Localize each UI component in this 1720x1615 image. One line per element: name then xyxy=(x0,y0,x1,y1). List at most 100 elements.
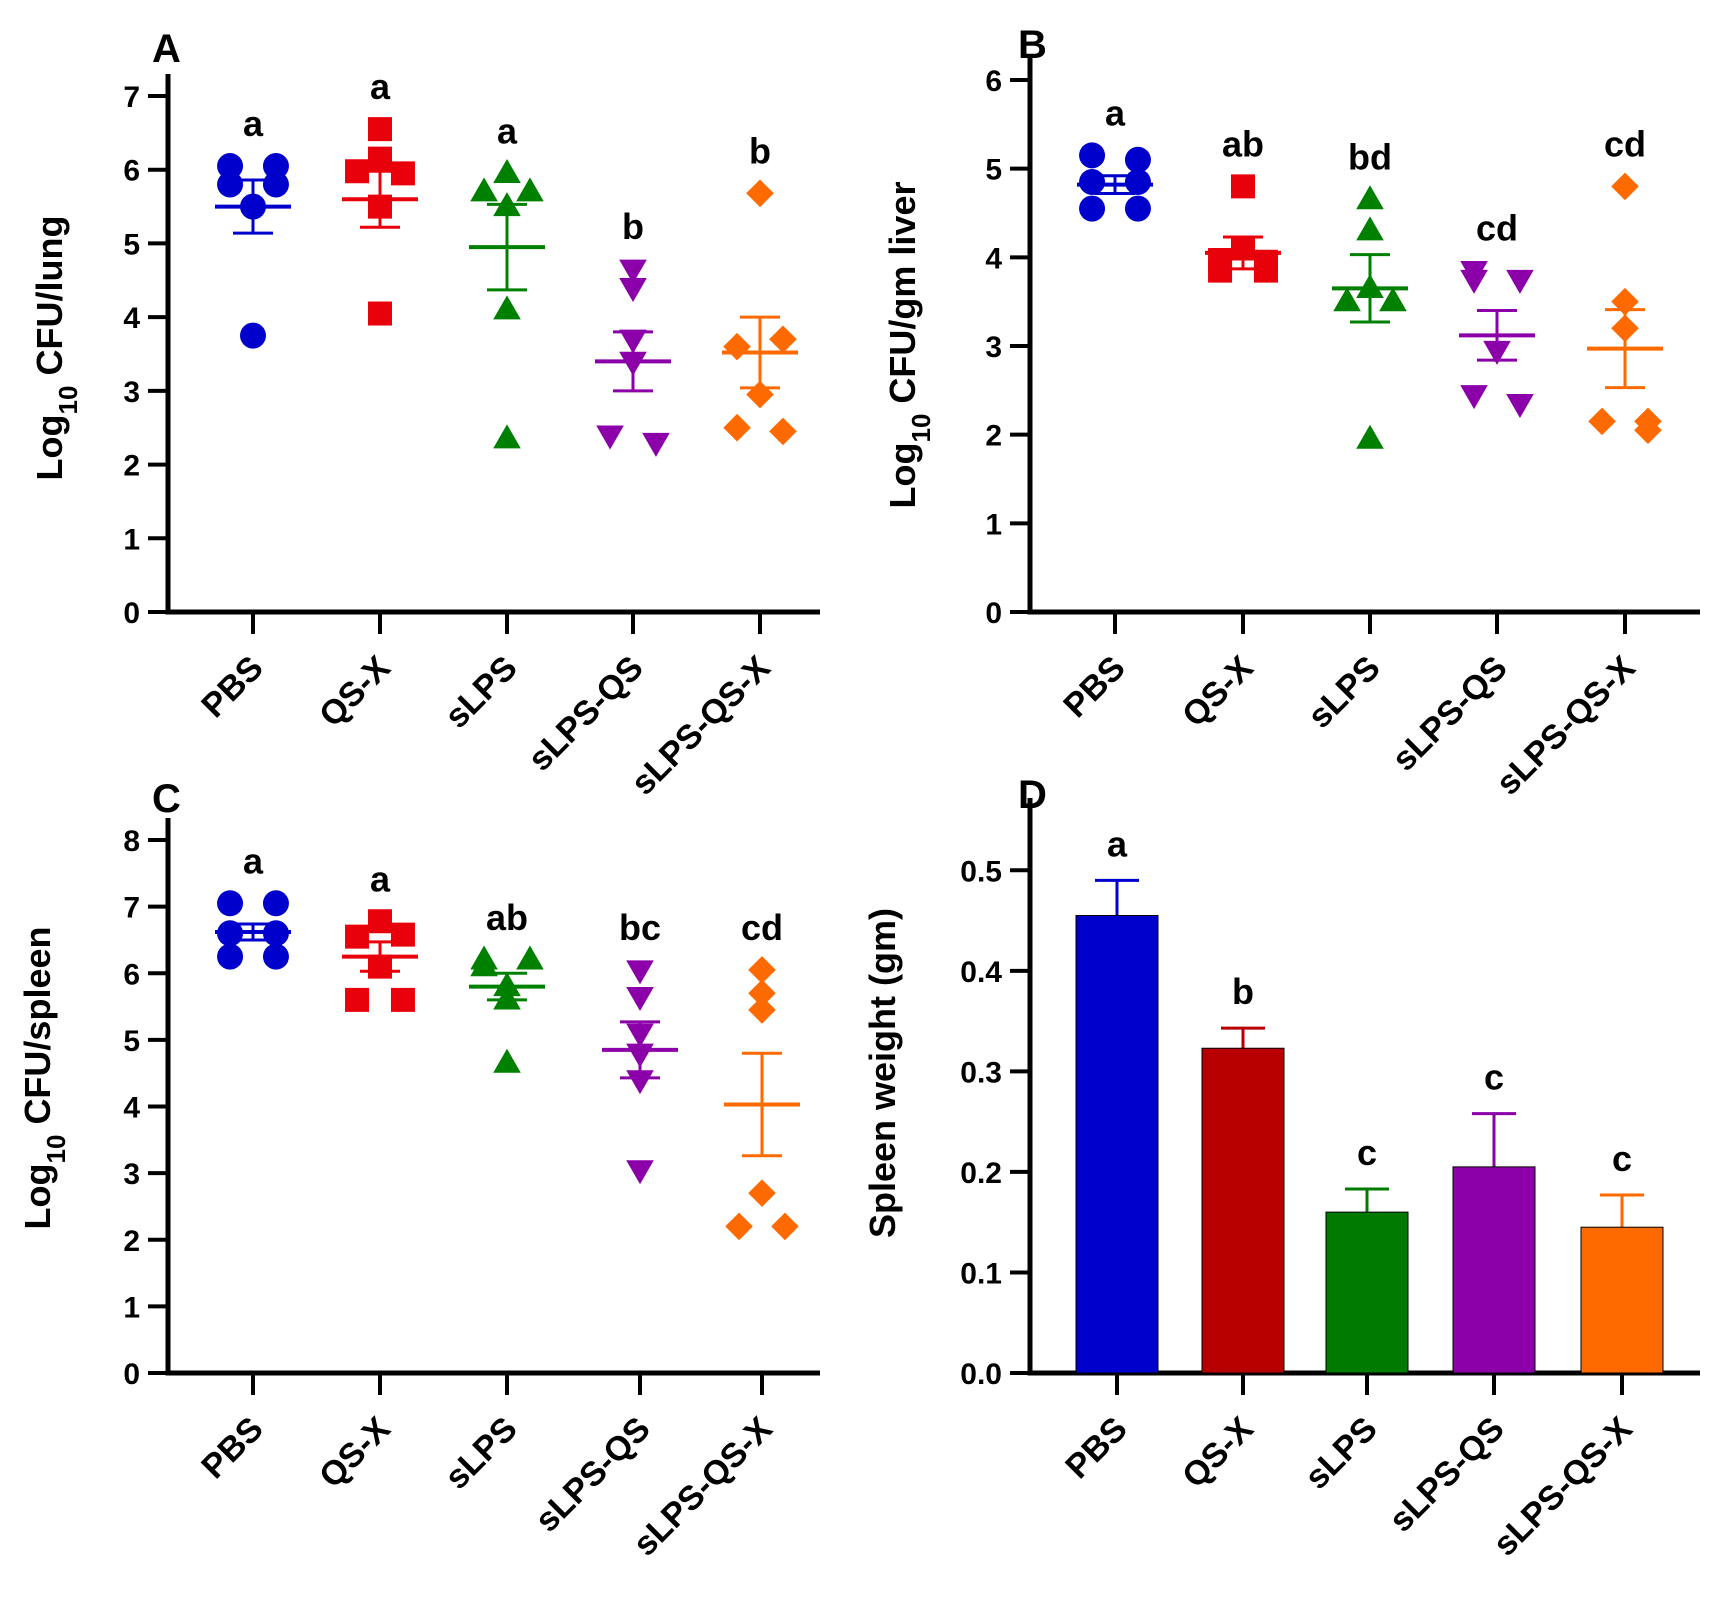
bar-qs-x xyxy=(1201,1047,1285,1374)
x-category-label: QS-X xyxy=(312,649,398,735)
y-tick-label: 6 xyxy=(123,958,140,991)
data-point xyxy=(368,909,392,934)
y-tick-label: 0.3 xyxy=(960,1056,1002,1089)
bar-pbs xyxy=(1075,915,1159,1374)
y-tick-label: 8 xyxy=(123,825,140,858)
data-point xyxy=(516,177,544,202)
data-point xyxy=(619,259,647,284)
significance-label: a xyxy=(1105,92,1126,133)
y-tick-label: 1 xyxy=(123,1291,140,1324)
y-tick-label: 2 xyxy=(123,1225,140,1258)
data-point xyxy=(769,417,797,446)
data-point xyxy=(1208,258,1233,283)
data-point xyxy=(771,1212,799,1241)
y-axis-title-subscript: 10 xyxy=(53,386,83,415)
y-tick-label: 0.5 xyxy=(960,855,1002,888)
data-point xyxy=(470,177,498,202)
y-axis-title-prefix: Log xyxy=(29,414,70,480)
data-point xyxy=(1124,195,1151,222)
y-axis-title: Log10 CFU/gm liver xyxy=(882,182,936,509)
data-point xyxy=(1124,168,1151,195)
data-point xyxy=(626,1160,654,1185)
significance-label: a xyxy=(1107,823,1128,864)
data-point xyxy=(748,956,776,984)
x-category-label: PBS xyxy=(194,649,270,725)
significance-label: a xyxy=(370,858,391,899)
significance-label: cd xyxy=(1476,208,1518,249)
data-point xyxy=(723,413,751,442)
significance-label: b xyxy=(1232,971,1254,1012)
x-category-label: sLPS-QS-X xyxy=(1486,1410,1640,1564)
panel-c: C 0 1 2 3 4 5 6 7 8 Log10 CFU/spleen PBS QS-X sLPS sLP… xyxy=(17,777,820,1564)
y-axis-title-subscript: 10 xyxy=(906,414,936,443)
data-point xyxy=(368,146,392,171)
data-point xyxy=(748,979,776,1008)
data-point xyxy=(596,425,624,450)
x-category-label: sLPS-QS xyxy=(521,649,651,779)
data-point xyxy=(748,996,776,1024)
data-point xyxy=(345,987,370,1012)
y-tick-label: 0.4 xyxy=(960,956,1002,989)
data-point xyxy=(619,278,647,303)
x-category-label: PBS xyxy=(194,1410,270,1486)
x-category-label: sLPS xyxy=(1298,1410,1385,1497)
x-category-label: sLPS-QS-X xyxy=(1489,649,1643,803)
significance-label: cd xyxy=(741,907,783,948)
data-point xyxy=(262,171,289,198)
y-axis-title: Spleen weight (gm) xyxy=(862,908,903,1238)
data-point xyxy=(1611,287,1639,316)
y-tick-label: 3 xyxy=(123,376,140,409)
data-point xyxy=(746,380,774,409)
data-point xyxy=(262,890,289,917)
significance-label: a xyxy=(370,66,391,107)
bar-slps-qs xyxy=(1452,1166,1536,1374)
data-point xyxy=(217,890,244,917)
y-axis-title-text: Spleen weight (gm) xyxy=(862,908,903,1238)
x-category-label: sLPS xyxy=(438,1410,525,1497)
y-tick-label: 3 xyxy=(985,331,1002,364)
y-tick-label: 1 xyxy=(123,523,140,556)
y-tick-label: 6 xyxy=(123,155,140,188)
data-point xyxy=(642,432,670,457)
significance-label: b xyxy=(622,206,644,247)
y-tick-label: 0.1 xyxy=(960,1257,1002,1290)
bar-slps xyxy=(1325,1211,1409,1374)
y-axis-title-text: CFU/spleen xyxy=(17,927,58,1135)
data-point xyxy=(1634,416,1662,445)
y-tick-label: 7 xyxy=(123,81,140,114)
x-category-label: QS-X xyxy=(1175,649,1261,735)
y-tick-label: 4 xyxy=(123,1092,140,1125)
data-point xyxy=(345,924,370,949)
data-point xyxy=(748,1179,776,1207)
y-tick-label: 4 xyxy=(123,302,140,335)
data-point xyxy=(493,295,521,320)
data-point xyxy=(1460,385,1488,410)
x-category-label: PBS xyxy=(1056,649,1132,725)
data-point xyxy=(1253,258,1278,283)
y-axis-title-prefix: Log xyxy=(17,1163,58,1229)
data-point xyxy=(723,332,751,361)
y-tick-label: 2 xyxy=(123,450,140,483)
y-axis-title-text: CFU/gm liver xyxy=(882,182,923,414)
significance-label: a xyxy=(243,103,264,144)
data-point xyxy=(769,325,797,354)
bar-slps-qs-x xyxy=(1580,1226,1664,1374)
significance-label: bc xyxy=(619,907,661,948)
data-point xyxy=(1356,216,1384,241)
y-tick-label: 5 xyxy=(123,1025,140,1058)
y-axis-title-prefix: Log xyxy=(882,443,923,509)
x-category-label: PBS xyxy=(1058,1410,1134,1486)
data-point xyxy=(1588,407,1616,436)
y-tick-label: 3 xyxy=(123,1158,140,1191)
data-point xyxy=(217,153,244,180)
data-point xyxy=(368,301,392,326)
significance-label: a xyxy=(243,840,264,881)
data-point xyxy=(262,943,289,970)
y-tick-label: 7 xyxy=(123,892,140,925)
data-point xyxy=(626,960,654,985)
significance-label: c xyxy=(1484,1057,1504,1098)
y-axis-title: Log10 CFU/lung xyxy=(29,216,83,481)
data-point xyxy=(1356,424,1384,449)
